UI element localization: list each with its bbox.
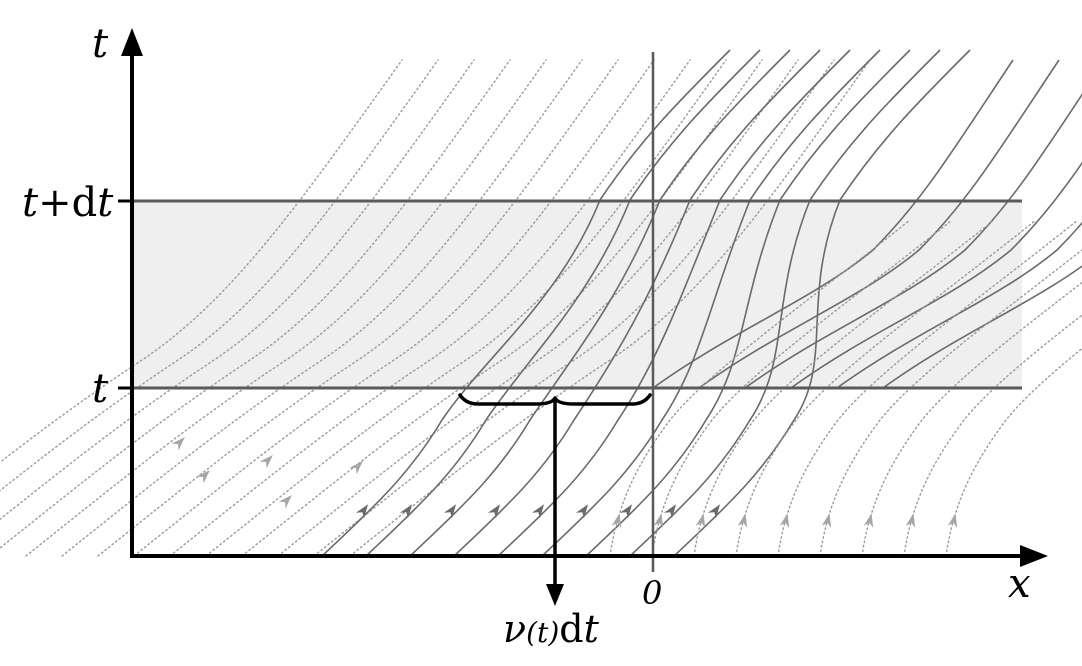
flow-line-right — [836, 221, 1082, 389]
flow-line-left — [169, 59, 691, 557]
flow-line-center — [585, 49, 911, 557]
flow-line-right-dotted — [609, 219, 911, 557]
flow-line-left — [241, 59, 763, 557]
flow-line-left — [277, 59, 799, 557]
flow-arrow-right — [863, 513, 874, 528]
flow-line-right-dotted — [735, 219, 1037, 557]
flow-line-left — [313, 59, 835, 557]
flow-arrow-center — [575, 504, 589, 519]
flow-arrow-right — [611, 513, 622, 528]
flow-line-center — [541, 49, 881, 557]
label-t-plus-dt-plus-d: +d — [38, 180, 97, 226]
flow-line-left — [205, 59, 727, 557]
flow-arrow-center — [619, 504, 633, 519]
flow-line-right — [790, 161, 1082, 389]
flow-line-left — [349, 59, 871, 557]
flow-arrow-center — [443, 504, 457, 519]
flow-line-left — [133, 59, 655, 557]
flow-arrow-center — [707, 504, 721, 519]
flow-lines — [0, 49, 1082, 557]
flow-line-right — [698, 59, 1060, 389]
brace-label-paren-open: ( — [526, 616, 538, 649]
flow-line-left — [25, 59, 547, 557]
flow-line-right-dotted — [651, 219, 953, 557]
flow-line-right-dotted — [903, 314, 1082, 557]
flow-line-right — [882, 265, 1082, 389]
flow-arrow-center — [355, 504, 369, 519]
brace-arrowhead — [546, 584, 564, 606]
brace — [458, 393, 652, 406]
t-axis-arrowhead — [121, 28, 143, 56]
flow-line-left — [0, 59, 511, 549]
flow-arrow-right — [947, 513, 958, 528]
flow-line-right-dotted — [693, 219, 995, 557]
label-t-plus-dt-var: t — [97, 180, 114, 226]
brace-label-var: t — [584, 607, 600, 651]
label-t-plus-dt-prefix: t — [22, 180, 39, 226]
flow-line-left — [97, 59, 619, 557]
brace-label-paren-close: ) — [547, 616, 559, 649]
flow-line-center — [453, 49, 821, 557]
flow-arrow-center — [531, 504, 545, 519]
flow-line-left — [0, 59, 475, 521]
origin-label: 0 — [642, 574, 662, 612]
flow-line-right-dotted — [777, 219, 1079, 557]
flow-line-center — [673, 49, 971, 557]
flow-arrow-right — [821, 513, 832, 528]
flow-line-left — [0, 59, 403, 464]
flow-line-center — [321, 49, 731, 557]
x-axis-label: x — [1008, 561, 1031, 607]
flow-line-left — [0, 59, 439, 492]
time-band — [132, 201, 1022, 388]
flow-arrow-left — [349, 461, 363, 475]
flow-line-right — [744, 93, 1082, 389]
flow-arrow-right — [695, 513, 706, 528]
flow-line-center — [497, 49, 851, 557]
flow-line-right-dotted — [861, 281, 1082, 557]
brace-label-d: d — [559, 607, 583, 651]
flow-arrow-right — [779, 513, 790, 528]
flow-line-center — [409, 49, 791, 557]
flow-arrow-center — [663, 504, 677, 519]
brace-label-arg: t — [537, 616, 549, 649]
flow-arrow-center — [399, 504, 413, 519]
flow-arrow-left — [171, 437, 185, 451]
flow-line-center — [629, 49, 941, 557]
brace-label: ν(t)dt — [503, 607, 600, 651]
label-t: t — [92, 366, 109, 412]
flow-arrow-left — [259, 455, 273, 469]
flow-line-center — [365, 49, 761, 557]
flow-arrow-right — [905, 513, 916, 528]
flow-arrow-right — [653, 513, 664, 528]
flow-line-right-dotted — [945, 347, 1082, 557]
brace-label-nu: ν — [503, 607, 526, 651]
flow-line-left — [61, 59, 583, 557]
flow-arrow-center — [487, 504, 501, 519]
flow-arrow-right — [737, 513, 748, 528]
label-t-plus-dt: t+dt — [22, 180, 114, 226]
t-axis-label: t — [92, 21, 109, 67]
flow-line-right-dotted — [819, 249, 1082, 557]
flow-arrow-left — [196, 470, 210, 484]
flow-arrow-left — [278, 495, 292, 509]
x-axis-arrowhead — [1020, 545, 1048, 567]
